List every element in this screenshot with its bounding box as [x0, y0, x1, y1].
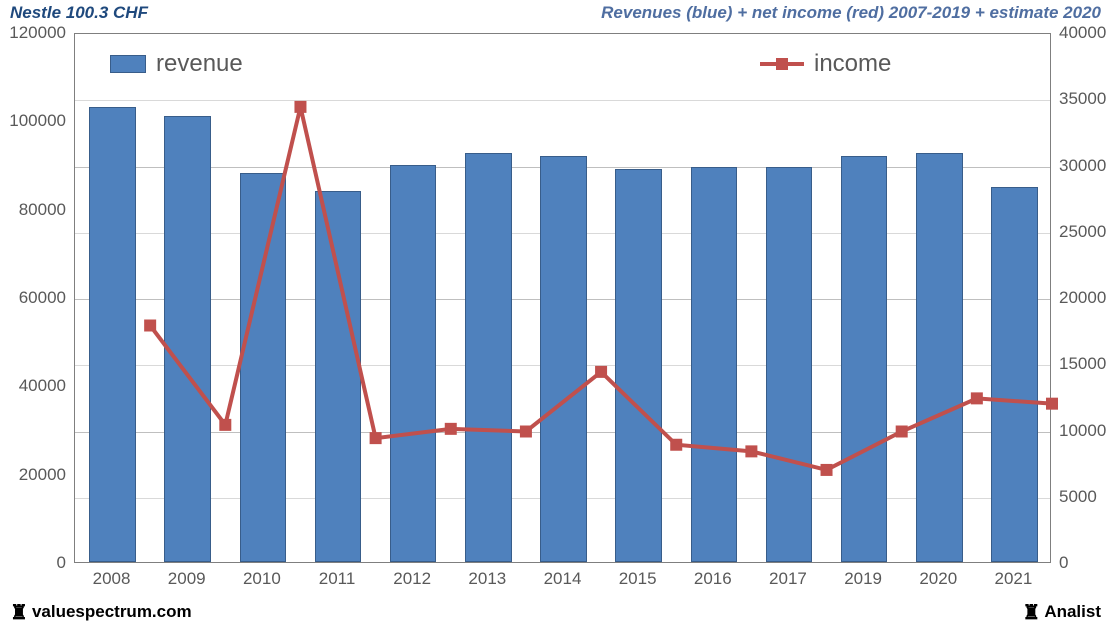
y-tick-right: 40000 — [1059, 23, 1106, 43]
bar — [841, 156, 888, 562]
bar — [465, 153, 512, 562]
chart-frame: Nestle 100.3 CHF Revenues (blue) + net i… — [0, 0, 1111, 627]
chart-title-right: Revenues (blue) + net income (red) 2007-… — [601, 3, 1101, 23]
bar — [240, 173, 287, 562]
bar — [89, 107, 136, 562]
x-tick: 2016 — [694, 569, 732, 589]
bar — [991, 187, 1038, 562]
bar — [540, 156, 587, 562]
x-tick: 2011 — [319, 569, 356, 589]
bar — [766, 167, 813, 562]
y-tick-right: 5000 — [1059, 487, 1097, 507]
bar — [691, 167, 738, 562]
bar — [315, 191, 362, 562]
x-tick: 2013 — [468, 569, 506, 589]
bar — [390, 165, 437, 563]
legend-label: revenue — [156, 50, 243, 78]
y-tick-left: 120000 — [0, 23, 66, 43]
y-tick-right: 0 — [1059, 553, 1068, 573]
legend-swatch-bar — [110, 55, 146, 73]
x-tick: 2012 — [393, 569, 431, 589]
y-tick-left: 40000 — [0, 376, 66, 396]
footer-right: ♜Analist — [1022, 602, 1101, 623]
footer-left: ♜valuespectrum.com — [10, 602, 192, 623]
y-tick-left: 100000 — [0, 111, 66, 131]
legend-label: income — [814, 50, 891, 78]
y-tick-right: 35000 — [1059, 89, 1106, 109]
legend-swatch-line — [760, 55, 804, 73]
y-tick-right: 10000 — [1059, 421, 1106, 441]
footer-right-text: Analist — [1044, 602, 1101, 621]
y-tick-left: 60000 — [0, 288, 66, 308]
legend-revenue: revenue — [110, 50, 243, 78]
y-tick-left: 80000 — [0, 200, 66, 220]
bar — [615, 169, 662, 562]
footer-left-text: valuespectrum.com — [32, 602, 192, 621]
plot-area — [74, 33, 1051, 563]
x-tick: 2021 — [995, 569, 1033, 589]
y-tick-left: 20000 — [0, 465, 66, 485]
bar — [164, 116, 211, 562]
x-tick: 2020 — [919, 569, 957, 589]
rook-icon: ♜ — [10, 603, 28, 623]
x-tick: 2017 — [769, 569, 807, 589]
x-tick: 2009 — [168, 569, 206, 589]
legend-income: income — [760, 50, 891, 78]
y-tick-left: 0 — [0, 553, 66, 573]
x-tick: 2015 — [619, 569, 657, 589]
rook-icon: ♜ — [1022, 603, 1040, 623]
y-tick-right: 30000 — [1059, 156, 1106, 176]
footer: ♜valuespectrum.com ♜Analist — [0, 602, 1111, 623]
y-tick-right: 20000 — [1059, 288, 1106, 308]
y-tick-right: 25000 — [1059, 222, 1106, 242]
chart-title-left: Nestle 100.3 CHF — [10, 3, 148, 23]
x-tick: 2008 — [93, 569, 131, 589]
gridline — [75, 100, 1050, 101]
x-tick: 2010 — [243, 569, 281, 589]
bar — [916, 153, 963, 562]
x-tick: 2014 — [544, 569, 582, 589]
title-bar: Nestle 100.3 CHF Revenues (blue) + net i… — [0, 0, 1111, 26]
x-tick: 2019 — [844, 569, 882, 589]
y-tick-right: 15000 — [1059, 354, 1106, 374]
